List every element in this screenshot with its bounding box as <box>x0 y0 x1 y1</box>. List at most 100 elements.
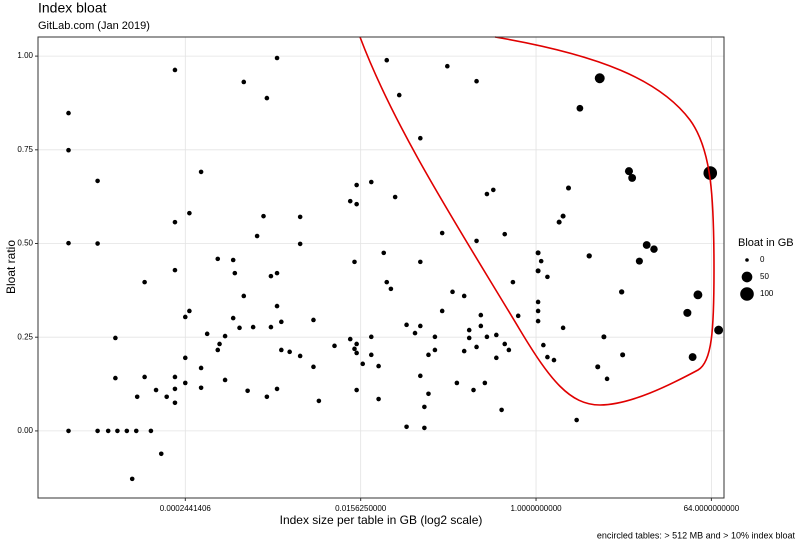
point <box>332 343 337 349</box>
point <box>502 341 508 347</box>
point <box>396 92 402 98</box>
point <box>368 352 374 358</box>
point <box>287 349 292 355</box>
legend-key <box>741 271 753 283</box>
point <box>274 303 280 309</box>
point <box>494 332 499 338</box>
y-tick-label: 0.75 <box>17 145 33 154</box>
point <box>474 344 479 350</box>
point <box>187 210 192 216</box>
point <box>595 364 601 370</box>
point <box>693 290 703 300</box>
point <box>484 191 490 197</box>
point <box>182 380 188 386</box>
grid <box>38 37 724 498</box>
point <box>254 233 260 239</box>
y-tick-label: 0.25 <box>17 332 33 341</box>
point <box>134 394 140 400</box>
point <box>172 374 178 380</box>
point <box>502 231 508 237</box>
point <box>354 341 359 347</box>
point <box>535 250 541 256</box>
point <box>172 386 178 392</box>
point <box>222 377 228 383</box>
point <box>66 240 71 246</box>
point <box>158 451 164 457</box>
point <box>237 325 242 331</box>
point <box>418 373 423 379</box>
point <box>311 364 316 370</box>
point <box>95 428 100 434</box>
point <box>347 336 353 342</box>
point <box>545 354 550 360</box>
legend-title: Bloat in GB <box>738 237 794 249</box>
point <box>412 330 418 336</box>
point <box>586 253 592 259</box>
legend-key <box>740 287 754 301</box>
x-tick-label: 64.0000000000 <box>684 504 740 513</box>
point <box>560 213 566 219</box>
point <box>418 259 423 265</box>
point <box>466 327 472 333</box>
y-tick-label: 0.00 <box>17 426 33 435</box>
point <box>422 404 427 410</box>
point <box>426 352 431 358</box>
caption: encircled tables: > 512 MB and > 10% ind… <box>597 530 796 540</box>
y-tick-label: 0.50 <box>17 239 33 248</box>
point <box>245 388 250 394</box>
point <box>474 78 479 84</box>
point <box>95 241 100 246</box>
point <box>142 279 147 285</box>
point <box>594 73 605 84</box>
point <box>148 428 154 434</box>
point <box>217 341 222 347</box>
point <box>66 110 71 116</box>
point <box>404 424 409 430</box>
point <box>439 230 445 236</box>
point <box>404 322 409 328</box>
point <box>274 386 280 392</box>
point <box>115 428 120 434</box>
point <box>499 407 504 413</box>
point <box>124 428 130 434</box>
point <box>354 350 359 356</box>
point <box>268 324 274 330</box>
point <box>482 380 488 386</box>
point <box>510 279 516 285</box>
point <box>450 289 455 295</box>
point <box>241 79 247 85</box>
point <box>478 312 484 318</box>
point <box>198 385 204 391</box>
point <box>187 308 192 314</box>
point <box>268 273 274 279</box>
point <box>471 387 476 393</box>
y-tick-label: 1.00 <box>17 51 33 60</box>
point <box>311 317 316 323</box>
point <box>352 346 357 352</box>
point <box>551 357 557 363</box>
point <box>635 257 643 265</box>
point <box>478 323 484 329</box>
point <box>422 425 427 431</box>
point <box>297 241 303 247</box>
point <box>506 347 512 353</box>
point <box>642 241 651 249</box>
point <box>556 219 562 225</box>
point <box>624 167 633 176</box>
legend-label: 50 <box>760 272 769 281</box>
point <box>230 257 236 263</box>
point <box>466 335 472 341</box>
point <box>439 308 445 314</box>
point <box>418 323 423 329</box>
x-tick-label: 0.0002441406 <box>160 504 212 513</box>
point <box>541 342 546 348</box>
point <box>445 63 450 69</box>
point <box>172 400 178 406</box>
point <box>381 250 387 256</box>
point <box>172 219 178 225</box>
point <box>264 394 270 400</box>
point <box>274 270 280 276</box>
point <box>650 245 658 253</box>
